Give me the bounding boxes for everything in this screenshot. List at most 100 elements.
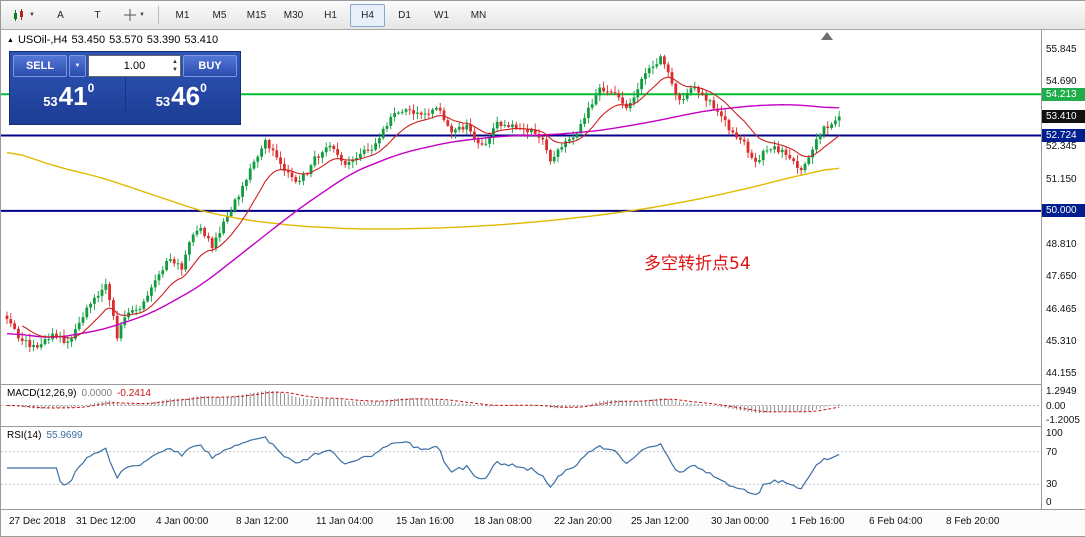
ohlc-high: 53.570 [109, 34, 143, 46]
buy-button[interactable]: BUY [183, 55, 237, 77]
candlestick-series [5, 54, 841, 352]
price-badge: 50.000 [1042, 204, 1085, 218]
macd-indicator-label: MACD(12,26,9) 0.0000 -0.2414 [7, 388, 156, 399]
timeframe-button-d1[interactable]: D1 [398, 9, 411, 21]
rsi-value: 55.9699 [46, 430, 83, 441]
rsi-indicator-label: RSI(14) 55.9699 [7, 430, 88, 441]
text-label-button[interactable]: T [94, 9, 101, 21]
sell-price-pipette: 0 [87, 81, 95, 95]
tool-button-group: ▼ A T ▼ [5, 4, 153, 27]
price-axis-tick: 48.810 [1046, 238, 1077, 250]
chart-type-button[interactable]: ▼ [6, 4, 41, 27]
price-axis-tick: 46.465 [1046, 303, 1077, 315]
macd-panel-separator[interactable] [1, 384, 1085, 385]
chart-area[interactable]: 多空转折点54 ▲ USOil-,H4 53.450 53.570 53.390 53.4… [1, 29, 1041, 509]
volume-input[interactable]: 1.00 ▲ ▼ [88, 55, 181, 77]
macd-chart[interactable] [1, 385, 1041, 426]
sell-price-pips: 41 [58, 81, 88, 111]
buy-price-head: 53 [155, 94, 171, 109]
time-axis-label: 31 Dec 12:00 [76, 516, 136, 527]
price-axis-tick: 47.650 [1046, 271, 1077, 282]
price-divider [124, 78, 126, 114]
rsi-name: RSI(14) [7, 430, 42, 441]
timeframe-button-h1[interactable]: H1 [324, 9, 337, 21]
time-axis-label: 4 Jan 00:00 [156, 516, 209, 527]
price-badge: 54.213 [1042, 87, 1085, 101]
moving-average-lines [6, 76, 840, 339]
rsi-axis-label: 100 [1046, 428, 1063, 439]
price-axis-tick: 55.845 [1046, 44, 1077, 56]
time-axis-label: 11 Jan 04:00 [316, 516, 374, 527]
text-annotation-button[interactable]: A [57, 9, 64, 21]
sell-price-head: 53 [43, 94, 58, 109]
volume-value: 1.00 [123, 60, 146, 72]
timeframe-button-mn[interactable]: MN [470, 9, 487, 21]
macd-axis-label: 0.00 [1046, 400, 1066, 412]
ohlc-open: 53.450 [71, 34, 106, 46]
crosshair-tool-button[interactable]: ▼ [117, 4, 152, 27]
macd-signal-value: -0.2414 [117, 388, 151, 399]
buy-price-pipette: 0 [200, 81, 207, 95]
chart-shift-marker-icon[interactable] [821, 32, 833, 40]
timeframe-button-group: M1 M5 M15 M30 H1 H4 D1 W1 MN [164, 3, 497, 27]
time-axis-label: 22 Jan 20:00 [554, 516, 612, 527]
rsi-line [7, 436, 840, 496]
sell-button[interactable]: SELL [13, 55, 67, 77]
rsi-chart[interactable] [1, 427, 1041, 509]
volume-stepper[interactable]: ▲ ▼ [172, 58, 178, 74]
volume-down-icon[interactable]: ▼ [172, 67, 178, 73]
ohlc-low: 53.390 [146, 34, 181, 46]
price-axis-tick: 51.150 [1046, 174, 1077, 186]
toolbar-separator [158, 6, 159, 24]
trade-prices-row: 53 41 0 53 46 0 [13, 78, 237, 114]
rsi-panel-separator[interactable] [1, 426, 1085, 427]
time-axis-label: 15 Jan 16:00 [396, 516, 454, 527]
buy-price-button[interactable]: 53 46 0 [126, 78, 238, 114]
rsi-axis-label: 70 [1046, 446, 1058, 458]
price-badge: 53.410 [1042, 110, 1085, 123]
chevron-down-icon: ▼ [139, 12, 145, 18]
price-axis-tick: 54.690 [1046, 76, 1077, 88]
price-axis-tick: 52.345 [1046, 140, 1077, 152]
price-badge: 52.724 [1042, 129, 1085, 142]
chevron-down-icon: ▼ [29, 12, 35, 18]
toolbar: ▼ A T ▼ M1 M5 M15 M30 H1 H4 D1 W1 MN [1, 1, 1085, 30]
time-axis-label: 25 Jan 12:00 [631, 516, 689, 527]
timeframe-button-h4[interactable]: H4 [350, 3, 385, 27]
volume-up-icon[interactable]: ▲ [172, 59, 178, 65]
symbol-name: USOil-,H4 [17, 34, 68, 46]
macd-main-value: 0.0000 [81, 388, 113, 399]
order-options-dropdown[interactable]: ▼ [69, 55, 86, 77]
ohlc-close: 53.410 [184, 34, 219, 46]
main-price-chart[interactable]: 多空转折点54 [1, 29, 1041, 384]
time-axis-label: 8 Feb 20:00 [946, 516, 1000, 527]
timeframe-button-m30[interactable]: M30 [283, 9, 304, 21]
time-axis-label: 1 Feb 16:00 [791, 516, 845, 527]
time-axis-label: 18 Jan 08:00 [474, 516, 532, 527]
time-axis-label: 8 Jan 12:00 [236, 516, 289, 527]
macd-axis-label: -1.2005 [1046, 415, 1080, 426]
symbol-marker-icon[interactable]: ▲ [7, 36, 14, 44]
time-axis[interactable]: 27 Dec 2018 31 Dec 12:00 4 Jan 00:00 8 Jan … [1, 509, 1085, 536]
one-click-trading-panel: SELL ▼ 1.00 ▲ ▼ BUY 53 41 0 53 46 0 [9, 51, 241, 125]
rsi-level-lines [1, 451, 1041, 485]
rsi-axis-label: 0 [1046, 497, 1052, 508]
timeframe-button-m1[interactable]: M1 [175, 9, 190, 21]
buy-price-pips: 46 [171, 81, 201, 111]
chart-annotation-text: 多空转折点54 [644, 254, 751, 274]
timeframe-button-m5[interactable]: M5 [212, 9, 227, 21]
sell-price-button[interactable]: 53 41 0 [13, 78, 125, 114]
time-axis-label: 27 Dec 2018 [9, 516, 66, 527]
price-axis-tick: 44.155 [1046, 367, 1077, 379]
price-axis-tick: 45.310 [1046, 335, 1077, 347]
trade-controls-row: SELL ▼ 1.00 ▲ ▼ BUY [13, 55, 237, 77]
macd-axis-label: 1.2949 [1046, 386, 1077, 397]
price-axis[interactable]: 55.845 54.690 52.345 51.150 48.810 47.650 46.4… [1041, 29, 1085, 509]
timeframe-button-w1[interactable]: W1 [434, 9, 449, 21]
time-axis-label: 30 Jan 00:00 [711, 516, 769, 527]
timeframe-button-m15[interactable]: M15 [246, 9, 267, 21]
macd-name: MACD(12,26,9) [7, 388, 77, 399]
symbol-ohlc-line: ▲ USOil-,H4 53.450 53.570 53.390 53.410 [7, 34, 222, 46]
macd-signal-line [7, 391, 840, 413]
